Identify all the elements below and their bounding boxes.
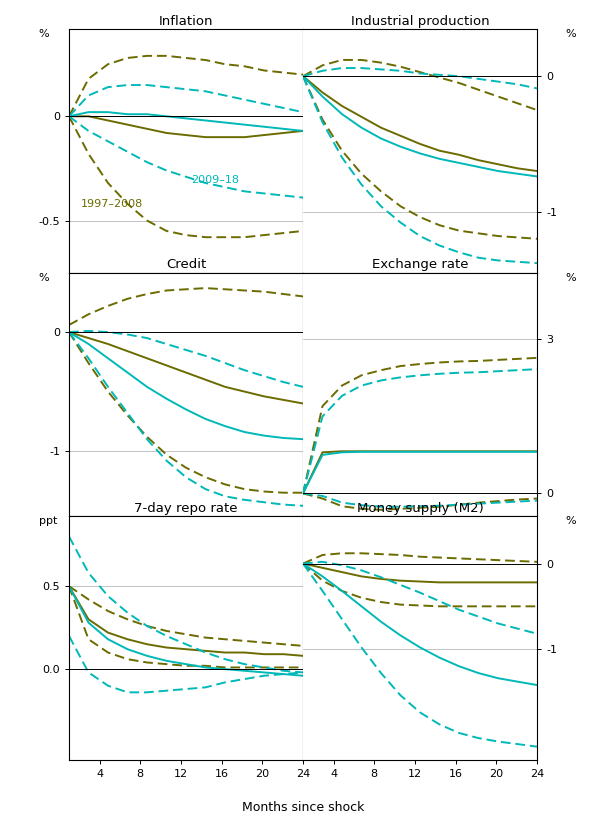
Text: %: % <box>565 516 576 526</box>
Text: %: % <box>565 273 576 283</box>
Text: 1997–2008: 1997–2008 <box>80 200 143 210</box>
Title: Industrial production: Industrial production <box>350 15 490 28</box>
Title: 7-day repo rate: 7-day repo rate <box>134 502 238 515</box>
Title: Exchange rate: Exchange rate <box>372 258 468 271</box>
Title: Inflation: Inflation <box>159 15 213 28</box>
Text: %: % <box>565 29 576 39</box>
Text: Months since shock: Months since shock <box>242 801 364 814</box>
Text: 2009–18: 2009–18 <box>191 175 239 185</box>
Text: ppt: ppt <box>38 516 57 526</box>
Text: %: % <box>38 29 49 39</box>
Title: Money supply (M2): Money supply (M2) <box>356 502 484 515</box>
Text: %: % <box>38 273 49 283</box>
Title: Credit: Credit <box>166 258 206 271</box>
